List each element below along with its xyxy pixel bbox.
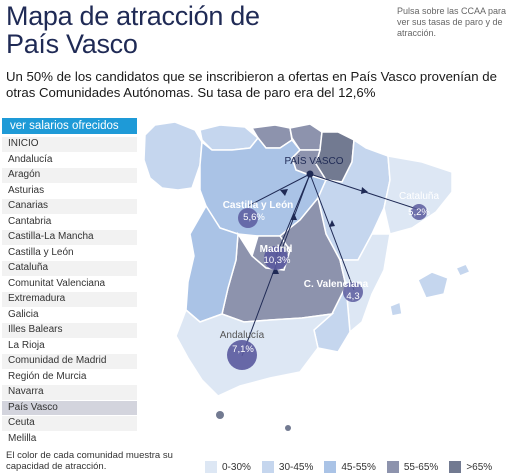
- origin-name-madrid: Madrid: [260, 244, 293, 255]
- region-melilla[interactable]: [285, 425, 291, 431]
- region-illes-balears-menorca[interactable]: [454, 263, 472, 277]
- legend-item: >65%: [448, 459, 492, 475]
- region-link-16[interactable]: Navarra: [2, 385, 137, 401]
- spain-map: PAÍS VASCO Castilla y León 5,6% Cataluña…: [143, 121, 472, 431]
- legend-label: >65%: [466, 461, 493, 473]
- region-link-15[interactable]: Región de Murcia: [2, 369, 137, 385]
- region-link-17[interactable]: País Vasco: [2, 400, 137, 416]
- origin-name-castilla-y-leon: Castilla y León: [223, 200, 294, 211]
- region-link-14[interactable]: Comunidad de Madrid: [2, 354, 137, 370]
- origin-value-cataluna: 5,2%: [408, 207, 430, 218]
- region-link-9[interactable]: Comunitat Valenciana: [2, 276, 137, 292]
- region-link-5[interactable]: Cantabria: [2, 214, 137, 230]
- target-dot-pais-vasco: [306, 170, 314, 178]
- origin-value-valenciana: 4,3: [346, 291, 359, 302]
- region-link-8[interactable]: Cataluña: [2, 261, 137, 277]
- region-list: INICIO Andalucía Aragón Asturias Canarias Can…: [2, 137, 137, 447]
- region-link-6[interactable]: Castilla-La Mancha: [2, 230, 137, 246]
- bubble-valenciana[interactable]: C. Valenciana 4,3: [304, 279, 369, 302]
- legend-label: 0-30%: [222, 461, 251, 473]
- title-line-1: Mapa de atracción de: [6, 1, 260, 31]
- origin-value-andalucia: 7,1%: [232, 344, 254, 355]
- legend-label: 45-55%: [341, 461, 376, 473]
- region-illes-balears[interactable]: [417, 271, 449, 299]
- legend-swatch: [204, 460, 218, 474]
- bubble-cataluna[interactable]: Cataluña 5,2%: [399, 191, 439, 220]
- flow-arrow-andalucia: [272, 267, 279, 274]
- flow-line-madrid: [275, 173, 311, 257]
- region-link-4[interactable]: Canarias: [2, 199, 137, 215]
- bubble-castilla-y-leon[interactable]: Castilla y León 5,6%: [223, 200, 294, 228]
- region-illes-balears-ibiza[interactable]: [389, 300, 403, 317]
- flow-arrow-cataluna: [361, 187, 368, 194]
- flow-line-valenciana: [309, 173, 355, 291]
- origin-name-andalucia: Andalucía: [220, 330, 265, 341]
- legend-swatch: [385, 460, 400, 474]
- legend-swatch: [260, 460, 275, 474]
- region-link-7[interactable]: Castilla y León: [2, 245, 137, 261]
- flow-line-castilla-y-leon: [247, 173, 311, 207]
- map-legend: 0-30% 30-45% 45-55% 55-65% >65%: [204, 459, 492, 475]
- page-title: Mapa de atracción de País Vasco: [6, 2, 346, 58]
- legend-item: 30-45%: [260, 459, 314, 475]
- bubble-madrid[interactable]: Madrid 10,3%: [260, 244, 293, 270]
- legend-item: 55-65%: [385, 459, 439, 475]
- legend-swatch: [448, 460, 463, 474]
- bubble-andalucia[interactable]: Andalucía 7,1%: [220, 330, 265, 370]
- legend-label: 30-45%: [278, 461, 314, 473]
- legend-label: 55-65%: [403, 461, 439, 473]
- region-ceuta[interactable]: [216, 411, 224, 419]
- origin-name-valenciana: C. Valenciana: [304, 279, 369, 290]
- flow-arrow-valenciana: [329, 220, 335, 227]
- legend-swatch: [323, 460, 338, 474]
- footnote: El color de cada comunidad muestra su ca…: [6, 450, 173, 472]
- region-link-10[interactable]: Extremadura: [2, 292, 137, 308]
- region-link-2[interactable]: Aragón: [2, 168, 137, 184]
- legend-item: 45-55%: [323, 459, 376, 475]
- region-asturias[interactable]: [199, 124, 260, 151]
- flow-arrow-castilla-y-leon: [280, 189, 288, 196]
- region-cataluna[interactable]: [383, 155, 453, 235]
- title-line-2: País Vasco: [6, 29, 138, 59]
- legend-item: 0-30%: [204, 459, 251, 475]
- region-link-13[interactable]: La Rioja: [2, 338, 137, 354]
- region-galicia[interactable]: [143, 121, 203, 191]
- region-comunitat-valenciana[interactable]: [339, 233, 391, 334]
- instruction-text: Pulsa sobre las CCAA para ver sus tasas …: [397, 6, 507, 38]
- salaries-button[interactable]: ver salarios ofrecidos: [2, 118, 137, 134]
- region-link-19[interactable]: Melilla: [2, 431, 137, 447]
- target-label-pais-vasco: PAÍS VASCO: [284, 154, 343, 167]
- origin-value-castilla-y-leon: 5,6%: [243, 212, 265, 223]
- region-link-12[interactable]: Illes Balears: [2, 323, 137, 339]
- lead-paragraph: Un 50% de los candidatos que se inscribi…: [6, 69, 497, 100]
- region-link-0[interactable]: INICIO: [2, 137, 137, 153]
- region-link-11[interactable]: Galicia: [2, 307, 137, 323]
- origin-value-madrid: 10,3%: [264, 255, 291, 266]
- region-link-18[interactable]: Ceuta: [2, 416, 137, 432]
- region-link-1[interactable]: Andalucía: [2, 152, 137, 168]
- region-link-3[interactable]: Asturias: [2, 183, 137, 199]
- origin-name-cataluna: Cataluña: [399, 191, 439, 202]
- flow-arrow-madrid: [291, 213, 297, 220]
